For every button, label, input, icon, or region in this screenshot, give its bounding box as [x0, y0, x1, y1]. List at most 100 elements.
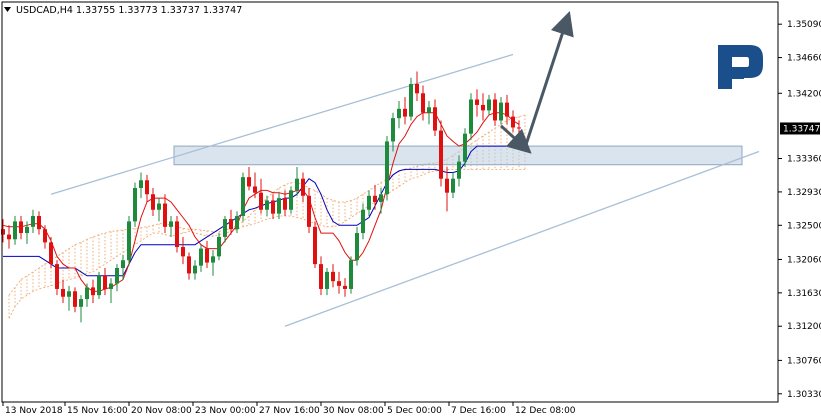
candle — [415, 71, 419, 102]
candle — [97, 271, 101, 300]
current-price-bg — [780, 122, 820, 135]
candle — [61, 279, 65, 303]
candle-body — [445, 178, 449, 193]
time-tick-label: 23 Nov 00:00 — [195, 406, 256, 416]
candle-body — [259, 192, 263, 210]
time-tick-label: 12 Dec 08:00 — [515, 406, 576, 416]
candle-body — [73, 291, 77, 307]
candle-body — [493, 99, 497, 121]
candle-body — [271, 200, 275, 214]
candle — [223, 215, 227, 243]
candle-body — [169, 221, 173, 227]
candle — [1, 219, 5, 243]
candle-body — [25, 226, 29, 234]
candle — [241, 172, 245, 222]
candle — [457, 155, 461, 187]
candle — [157, 198, 161, 222]
candle — [331, 264, 335, 288]
candle — [175, 215, 179, 253]
candle — [121, 254, 125, 280]
candle — [199, 244, 203, 272]
candle-body — [415, 83, 419, 94]
time-tick-label: 13 Nov 2018 — [5, 406, 63, 416]
candle-body — [337, 281, 341, 286]
channel-layer — [50, 53, 760, 327]
candle — [31, 209, 35, 234]
candle-body — [487, 99, 491, 111]
candle-body — [139, 180, 143, 189]
candle-body — [289, 190, 293, 210]
candle-body — [181, 247, 185, 257]
time-tick-label: 20 Nov 08:00 — [131, 406, 192, 416]
candle-body — [469, 99, 473, 134]
candle — [481, 93, 485, 121]
candle — [169, 215, 173, 237]
candle-body — [103, 275, 107, 289]
candle-body — [91, 287, 95, 296]
candle — [283, 190, 287, 216]
candle — [19, 215, 23, 240]
candle — [55, 260, 59, 296]
candle — [145, 174, 149, 202]
candle-body — [145, 180, 149, 195]
candle — [361, 203, 365, 240]
candle-body — [457, 161, 461, 179]
candle-body — [253, 186, 257, 193]
time-tick-label: 5 Dec 00:00 — [387, 406, 442, 416]
candle-body — [199, 248, 203, 266]
candle-body — [373, 195, 377, 202]
candle — [511, 110, 515, 133]
candle-body — [7, 234, 11, 240]
candle-body — [211, 256, 215, 263]
candle-body — [463, 133, 467, 162]
triangle-down-icon[interactable] — [4, 7, 11, 12]
candle-body — [31, 215, 35, 227]
current-price-tag: 1.33747 — [780, 122, 820, 135]
candle-body — [313, 226, 317, 265]
candle-body — [517, 127, 521, 129]
candle-body — [385, 141, 389, 195]
candle — [487, 94, 491, 116]
candle-body — [361, 209, 365, 234]
candle-body — [475, 99, 479, 105]
candle-body — [325, 271, 329, 289]
candle-body — [37, 215, 41, 230]
candle — [379, 188, 383, 214]
candle — [133, 182, 137, 227]
time-tick-label: 7 Dec 16:00 — [451, 406, 506, 416]
candlesticks — [1, 71, 521, 323]
candle-body — [175, 221, 179, 248]
candle — [67, 285, 71, 311]
candle-body — [433, 107, 437, 131]
candle-body — [301, 178, 305, 196]
candle-body — [133, 188, 137, 222]
candle-body — [277, 198, 281, 214]
candle — [43, 225, 47, 249]
candle — [469, 93, 473, 140]
candle — [91, 279, 95, 303]
candle — [427, 101, 431, 125]
candle-body — [115, 268, 119, 284]
candle-body — [163, 203, 167, 227]
candle-body — [505, 102, 509, 117]
channel-lower-line — [284, 150, 760, 327]
candle — [301, 172, 305, 202]
candle — [187, 252, 191, 280]
candle — [373, 184, 377, 210]
candle — [391, 112, 395, 152]
candle-body — [451, 178, 455, 193]
high-value: 1.33773 — [118, 5, 157, 16]
candle — [367, 190, 371, 216]
chart-symbol-ohlc: USDCAD,H4 1.33755 1.33773 1.33737 1.3374… — [16, 5, 242, 16]
candle — [499, 97, 503, 125]
candle-body — [409, 83, 413, 117]
candle-body — [79, 299, 83, 307]
close-value: 1.33747 — [203, 5, 242, 16]
channel-upper-line — [50, 53, 514, 195]
candle — [151, 188, 155, 216]
candle — [37, 211, 41, 235]
candle — [211, 250, 215, 276]
time-tick-label: 30 Nov 08:00 — [323, 406, 384, 416]
open-value: 1.33755 — [76, 5, 115, 16]
